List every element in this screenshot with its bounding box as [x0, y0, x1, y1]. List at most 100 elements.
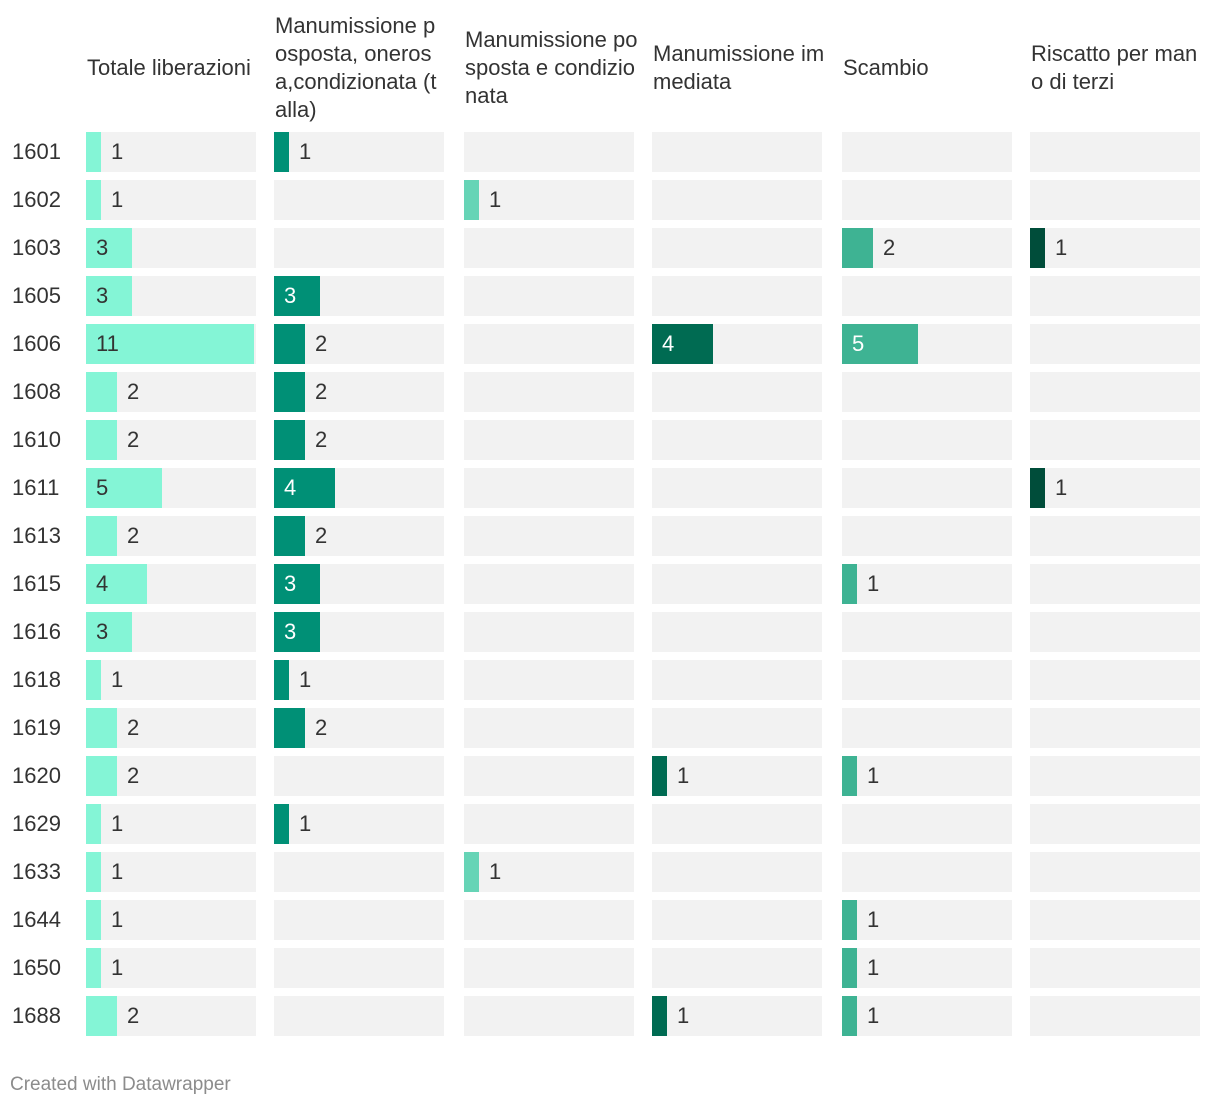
- cell-background: [652, 900, 822, 940]
- data-label: 2: [127, 1003, 140, 1028]
- data-label: 2: [315, 331, 328, 356]
- cell-background: [1030, 708, 1200, 748]
- cell-background: [652, 756, 822, 796]
- bar: [86, 276, 132, 316]
- data-label: 1: [111, 667, 124, 692]
- cell-background: [1030, 612, 1200, 652]
- bar: [86, 324, 254, 364]
- row-label: 1688: [12, 1003, 61, 1028]
- bar: [86, 948, 101, 988]
- bar: [842, 324, 918, 364]
- cell-background: [652, 372, 822, 412]
- data-label: 5: [96, 475, 109, 500]
- cell-background: [274, 132, 444, 172]
- cell-background: [1030, 852, 1200, 892]
- cell-background: [274, 948, 444, 988]
- bar: [86, 660, 101, 700]
- bar: [86, 852, 101, 892]
- row-label: 1601: [12, 139, 61, 164]
- cell-background: [464, 228, 634, 268]
- cell-background: [464, 804, 634, 844]
- row-label: 1644: [12, 907, 61, 932]
- cell-background: [1030, 660, 1200, 700]
- bar: [86, 612, 132, 652]
- cell-background: [842, 180, 1012, 220]
- data-label: 1: [867, 571, 880, 596]
- data-label: 1: [299, 667, 312, 692]
- cell-background: [652, 996, 822, 1036]
- row-label: 1613: [12, 523, 61, 548]
- bar: [274, 708, 305, 748]
- cell-background: [1030, 564, 1200, 604]
- cell-background: [652, 660, 822, 700]
- cell-background: [1030, 132, 1200, 172]
- data-label: 1: [867, 907, 880, 932]
- cell-background: [464, 180, 634, 220]
- data-label: 2: [315, 523, 328, 548]
- cell-background: [464, 564, 634, 604]
- data-label: 1: [111, 955, 124, 980]
- cell-background: [1030, 804, 1200, 844]
- cell-background: [464, 132, 634, 172]
- bar: [274, 516, 305, 556]
- data-label: 1: [1055, 235, 1068, 260]
- cell-background: [464, 756, 634, 796]
- cell-background: [1030, 948, 1200, 988]
- data-label: 1: [677, 1003, 690, 1028]
- cell-background: [1030, 180, 1200, 220]
- cell-background: [86, 804, 256, 844]
- bar: [86, 180, 101, 220]
- bar: [1030, 468, 1045, 508]
- data-label: 3: [96, 283, 109, 308]
- cell-background: [842, 516, 1012, 556]
- bar: [274, 660, 289, 700]
- data-label: 2: [315, 427, 328, 452]
- cell-background: [464, 852, 634, 892]
- cell-background: [464, 612, 634, 652]
- row-label: 1650: [12, 955, 61, 980]
- cell-background: [274, 660, 444, 700]
- data-label: 1: [867, 763, 880, 788]
- bar: [86, 516, 117, 556]
- row-label: 1608: [12, 379, 61, 404]
- data-label: 1: [111, 859, 124, 884]
- bar: [274, 468, 335, 508]
- data-label: 2: [315, 379, 328, 404]
- data-label: 2: [127, 523, 140, 548]
- cell-background: [86, 132, 256, 172]
- cell-background: [842, 708, 1012, 748]
- data-label: 1: [489, 187, 502, 212]
- bar: [86, 372, 117, 412]
- data-label: 1: [867, 1003, 880, 1028]
- cell-background: [652, 708, 822, 748]
- row-label: 1615: [12, 571, 61, 596]
- bar: [842, 996, 857, 1036]
- bar: [86, 804, 101, 844]
- cell-background: [652, 276, 822, 316]
- bar: [274, 276, 320, 316]
- cell-background: [274, 804, 444, 844]
- cell-background: [652, 420, 822, 460]
- cell-background: [652, 564, 822, 604]
- data-label: 1: [299, 811, 312, 836]
- cell-background: [464, 372, 634, 412]
- bar: [1030, 228, 1045, 268]
- credit-footer: Created with Datawrapper: [10, 1074, 231, 1095]
- data-label: 1: [1055, 475, 1068, 500]
- cell-background: [86, 900, 256, 940]
- cell-background: [652, 468, 822, 508]
- bar: [274, 132, 289, 172]
- cell-background: [652, 612, 822, 652]
- bar: [842, 948, 857, 988]
- bar: [86, 756, 117, 796]
- cell-background: [842, 468, 1012, 508]
- row-label: 1602: [12, 187, 61, 212]
- cell-background: [652, 948, 822, 988]
- cell-background: [86, 660, 256, 700]
- cell-background: [274, 228, 444, 268]
- data-label: 1: [299, 139, 312, 164]
- cell-background: [1030, 372, 1200, 412]
- column-header: Manumissione immediata: [653, 40, 825, 94]
- bar: [842, 564, 857, 604]
- bar: [274, 564, 320, 604]
